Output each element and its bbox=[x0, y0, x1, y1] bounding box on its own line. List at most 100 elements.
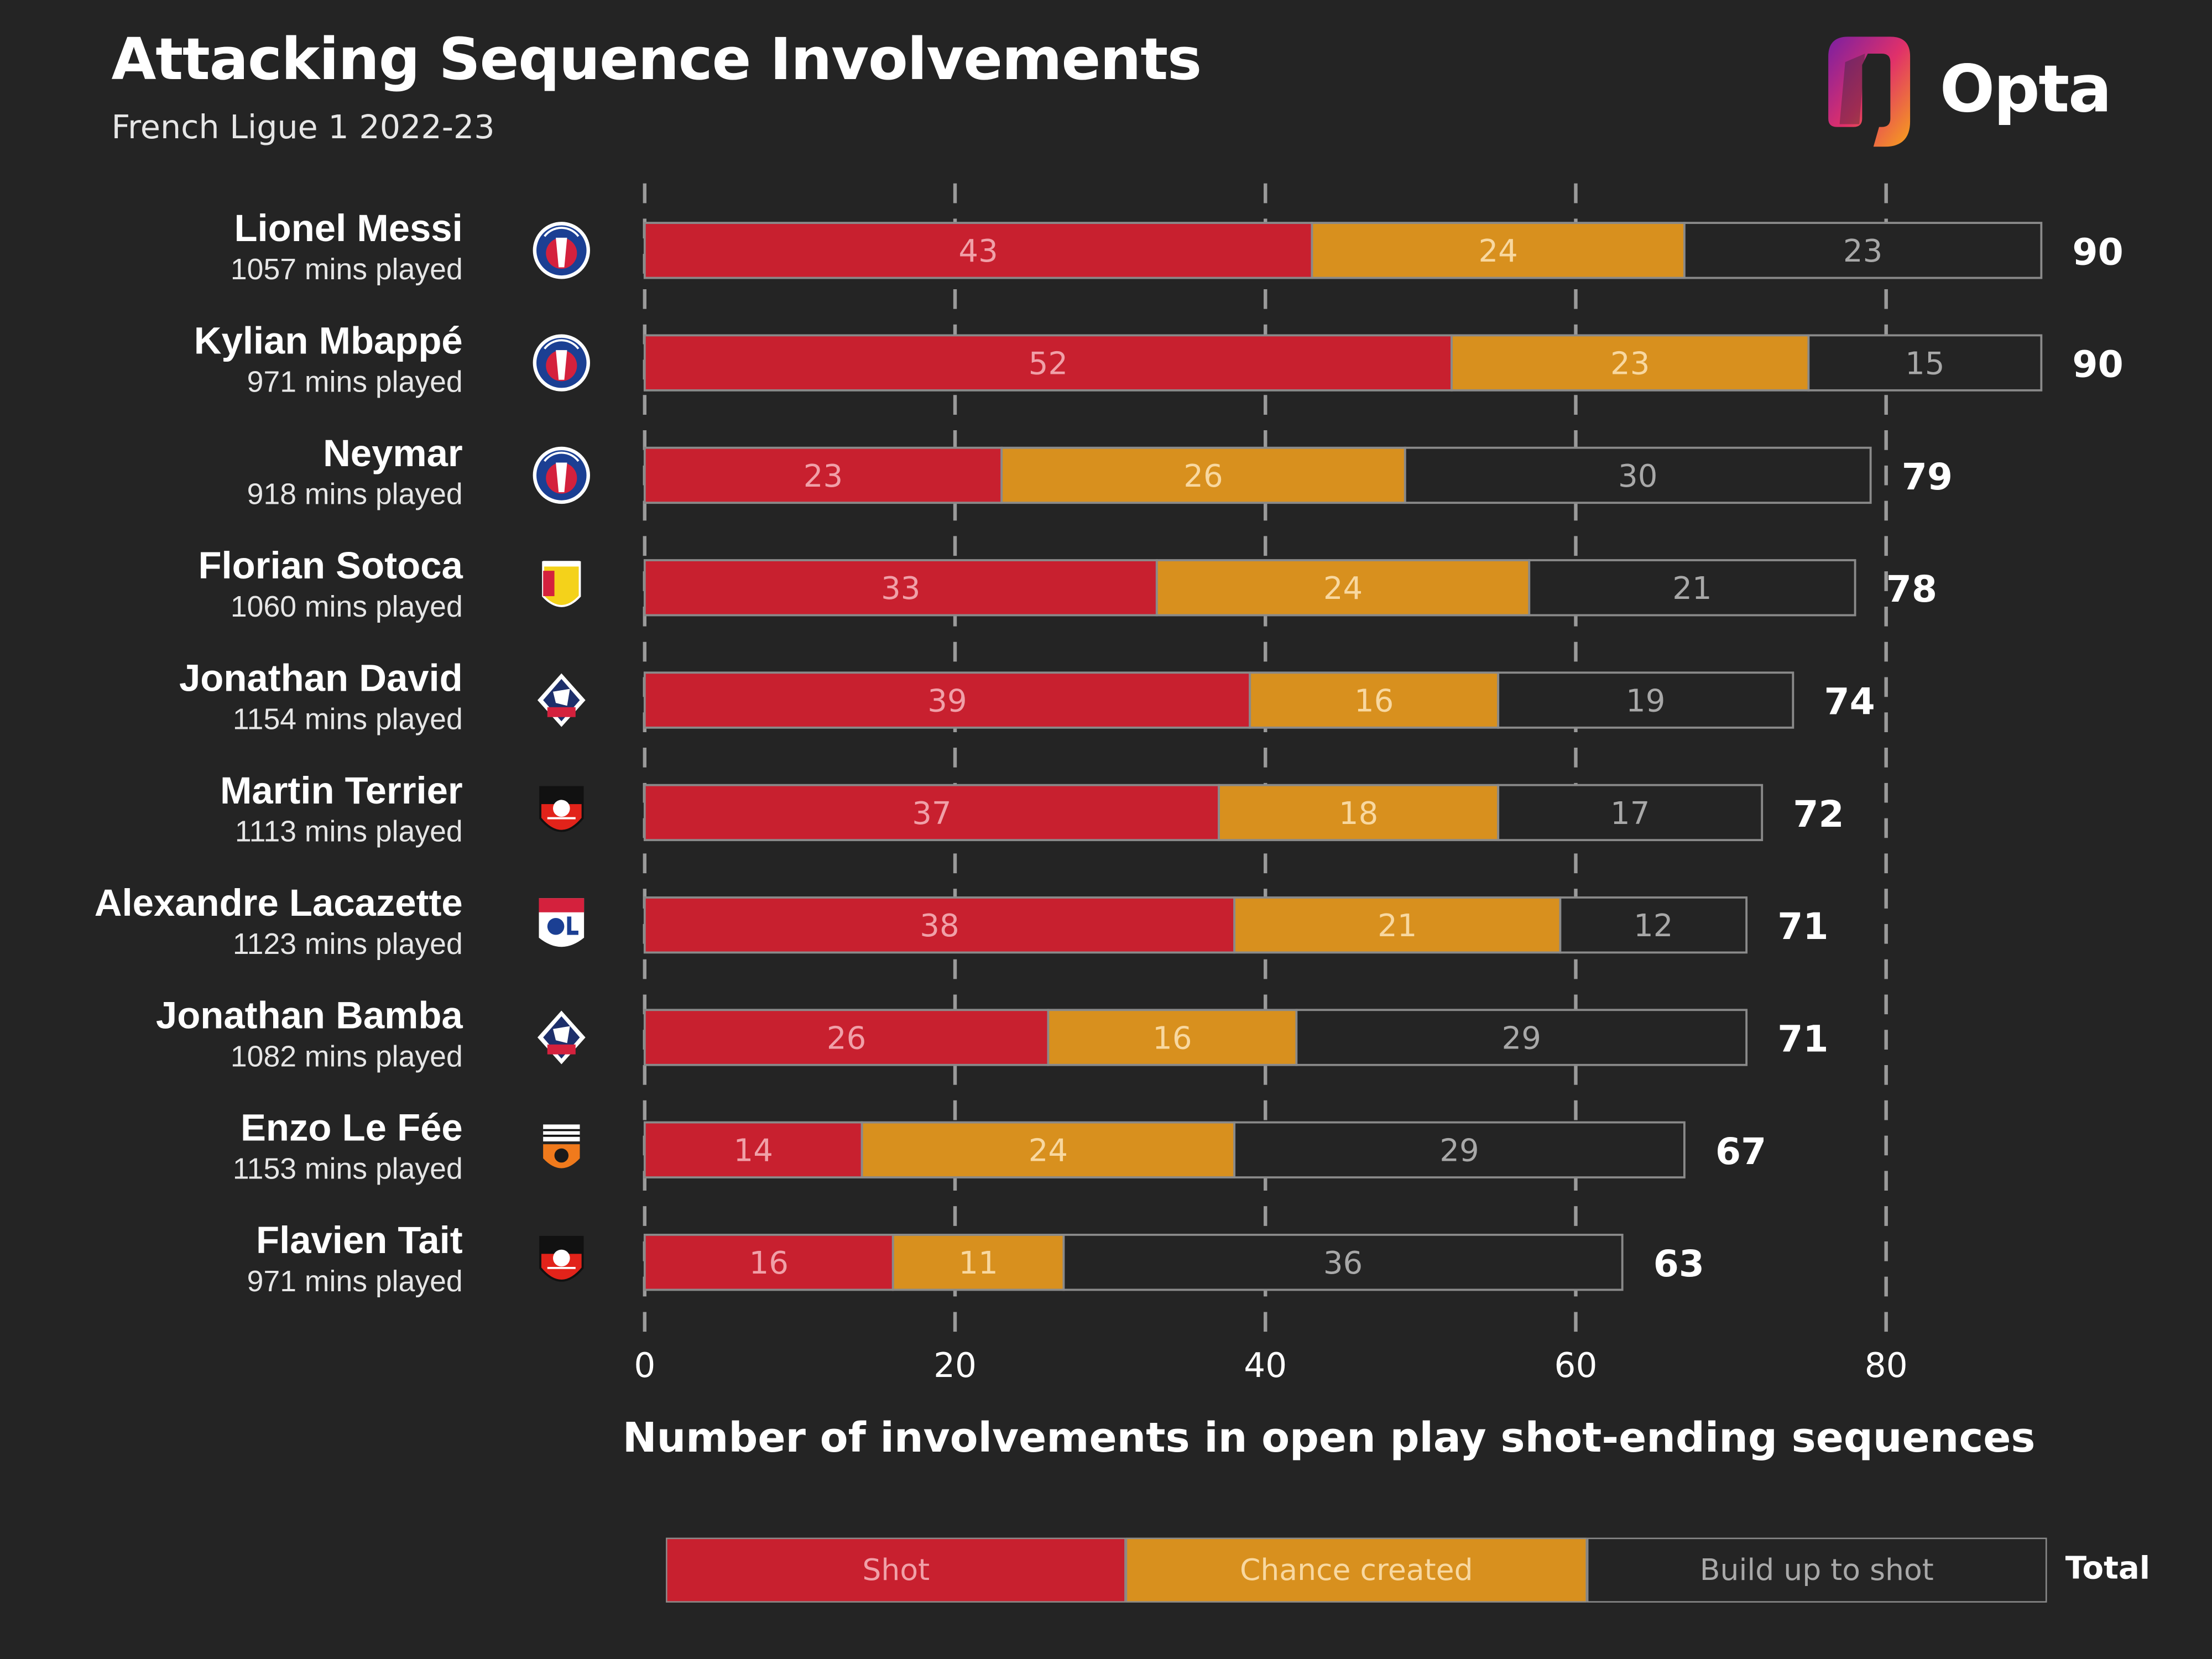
legend-item-chance-created: Chance created bbox=[1126, 1537, 1587, 1603]
total-label: 71 bbox=[1777, 905, 1828, 948]
data-label-shot: 14 bbox=[734, 1133, 773, 1169]
bar-segment-chance-created bbox=[1155, 559, 1531, 617]
data-label-shot: 52 bbox=[1029, 346, 1068, 382]
bar-segment-chance-created bbox=[860, 1121, 1236, 1178]
data-label-shot: 38 bbox=[920, 908, 959, 944]
legend-item-total: Total bbox=[2065, 1552, 2151, 1587]
lille-crest-icon bbox=[537, 673, 586, 727]
player-name: Jonathan Bamba bbox=[156, 994, 463, 1036]
data-label-build-up: 12 bbox=[1634, 908, 1673, 944]
player-name: Lionel Messi bbox=[234, 207, 462, 249]
bar-segment-chance-created bbox=[1218, 784, 1500, 842]
player-name: Neymar bbox=[323, 432, 463, 474]
data-label-build-up: 36 bbox=[1323, 1245, 1363, 1281]
total-label: 90 bbox=[2072, 230, 2123, 273]
bar-chart: 0 20 40 60 80 Lionel Messi 1057 mins played 43 2… bbox=[95, 183, 2124, 1385]
chart-title: Attacking Sequence Involvements bbox=[111, 25, 1202, 93]
minutes-played: 1153 mins played bbox=[233, 1153, 463, 1186]
bar-segment-build-up bbox=[1528, 559, 1856, 617]
minutes-played: 971 mins played bbox=[247, 1265, 463, 1298]
player-name: Jonathan David bbox=[179, 656, 463, 699]
player-name: Alexandre Lacazette bbox=[95, 881, 463, 924]
bar-segment-build-up bbox=[1683, 222, 2043, 279]
data-label-chance-created: 23 bbox=[1610, 346, 1650, 382]
data-label-build-up: 21 bbox=[1672, 571, 1712, 607]
bar-segment-shot bbox=[643, 1233, 894, 1291]
data-label-chance-created: 21 bbox=[1378, 908, 1417, 944]
total-label: 67 bbox=[1715, 1130, 1766, 1173]
data-label-build-up: 19 bbox=[1626, 683, 1665, 719]
bar-segment-build-up bbox=[1497, 784, 1764, 842]
total-label: 78 bbox=[1886, 567, 1937, 611]
bar-segment-shot bbox=[643, 896, 1236, 954]
total-label: 63 bbox=[1653, 1242, 1704, 1285]
minutes-played: 1154 mins played bbox=[233, 703, 463, 735]
bar-segment-shot bbox=[643, 334, 1453, 392]
total-label: 74 bbox=[1824, 680, 1875, 723]
bar-segment-shot bbox=[643, 784, 1220, 842]
rennes-crest-icon bbox=[539, 1235, 584, 1282]
bar-segment-build-up bbox=[1233, 1121, 1686, 1178]
legend: Shot Chance created Build up to shot bbox=[666, 1537, 2047, 1603]
player-name: Enzo Le Fée bbox=[241, 1107, 463, 1149]
bar-segment-build-up bbox=[1807, 334, 2043, 392]
data-label-chance-created: 11 bbox=[958, 1245, 998, 1281]
bar-segment-build-up bbox=[1404, 446, 1872, 504]
minutes-played: 1060 mins played bbox=[231, 591, 463, 623]
data-label-chance-created: 24 bbox=[1323, 571, 1363, 607]
data-label-chance-created: 16 bbox=[1152, 1020, 1192, 1056]
bar-segment-shot bbox=[643, 1121, 863, 1178]
x-tick-label: 60 bbox=[1554, 1346, 1598, 1385]
opta-logo bbox=[1828, 36, 1911, 147]
data-label-shot: 33 bbox=[881, 571, 920, 607]
player-name: Kylian Mbappé bbox=[194, 320, 463, 362]
data-label-chance-created: 18 bbox=[1339, 796, 1378, 832]
player-name: Martin Terrier bbox=[220, 769, 463, 812]
bar-segment-shot bbox=[643, 1009, 1050, 1066]
bar-segment-shot bbox=[643, 446, 1003, 504]
bar-segment-build-up bbox=[1062, 1233, 1624, 1291]
data-label-chance-created: 16 bbox=[1354, 683, 1394, 719]
data-label-shot: 37 bbox=[912, 796, 951, 832]
data-label-build-up: 23 bbox=[1843, 233, 1882, 269]
x-tick-label: 20 bbox=[933, 1346, 977, 1385]
data-label-shot: 16 bbox=[749, 1245, 789, 1281]
psg-crest-icon bbox=[533, 222, 590, 279]
bar-segment-build-up bbox=[1559, 896, 1748, 954]
bar-segment-shot bbox=[643, 671, 1251, 729]
data-label-chance-created: 24 bbox=[1029, 1133, 1068, 1169]
total-label: 79 bbox=[1902, 455, 1953, 498]
data-label-build-up: 29 bbox=[1502, 1020, 1541, 1056]
data-label-shot: 43 bbox=[958, 233, 998, 269]
legend-item-shot: Shot bbox=[666, 1537, 1126, 1603]
x-tick-label: 80 bbox=[1865, 1346, 1908, 1385]
x-tick-label: 40 bbox=[1244, 1346, 1287, 1385]
lyon-crest-icon bbox=[539, 898, 585, 947]
rennes-crest-icon bbox=[539, 786, 584, 832]
bar-segment-build-up bbox=[1295, 1009, 1748, 1066]
data-label-build-up: 17 bbox=[1610, 796, 1650, 832]
x-tick-label: 0 bbox=[634, 1346, 655, 1385]
data-label-build-up: 30 bbox=[1618, 458, 1657, 494]
player-name: Florian Sotoca bbox=[198, 544, 463, 587]
minutes-played: 1113 mins played bbox=[235, 816, 463, 848]
bar-segment-chance-created bbox=[1249, 671, 1500, 729]
data-label-shot: 39 bbox=[927, 683, 967, 719]
lens-crest-icon bbox=[542, 561, 581, 607]
lorient-crest-icon bbox=[543, 1124, 580, 1168]
legend-item-build-up: Build up to shot bbox=[1587, 1537, 2047, 1603]
total-label: 71 bbox=[1777, 1018, 1828, 1061]
data-label-chance-created: 26 bbox=[1183, 458, 1223, 494]
minutes-played: 1123 mins played bbox=[233, 928, 463, 961]
x-axis-label: Number of involvements in open play shot… bbox=[622, 1413, 2036, 1462]
psg-crest-icon bbox=[533, 334, 590, 392]
total-label: 90 bbox=[2072, 343, 2123, 386]
data-label-chance-created: 24 bbox=[1478, 233, 1517, 269]
data-label-shot: 26 bbox=[827, 1020, 866, 1056]
lille-crest-icon bbox=[537, 1010, 586, 1065]
data-label-build-up: 29 bbox=[1439, 1133, 1479, 1169]
data-label-build-up: 15 bbox=[1905, 346, 1944, 382]
bar-segment-shot bbox=[643, 559, 1158, 617]
total-label: 72 bbox=[1793, 792, 1844, 836]
